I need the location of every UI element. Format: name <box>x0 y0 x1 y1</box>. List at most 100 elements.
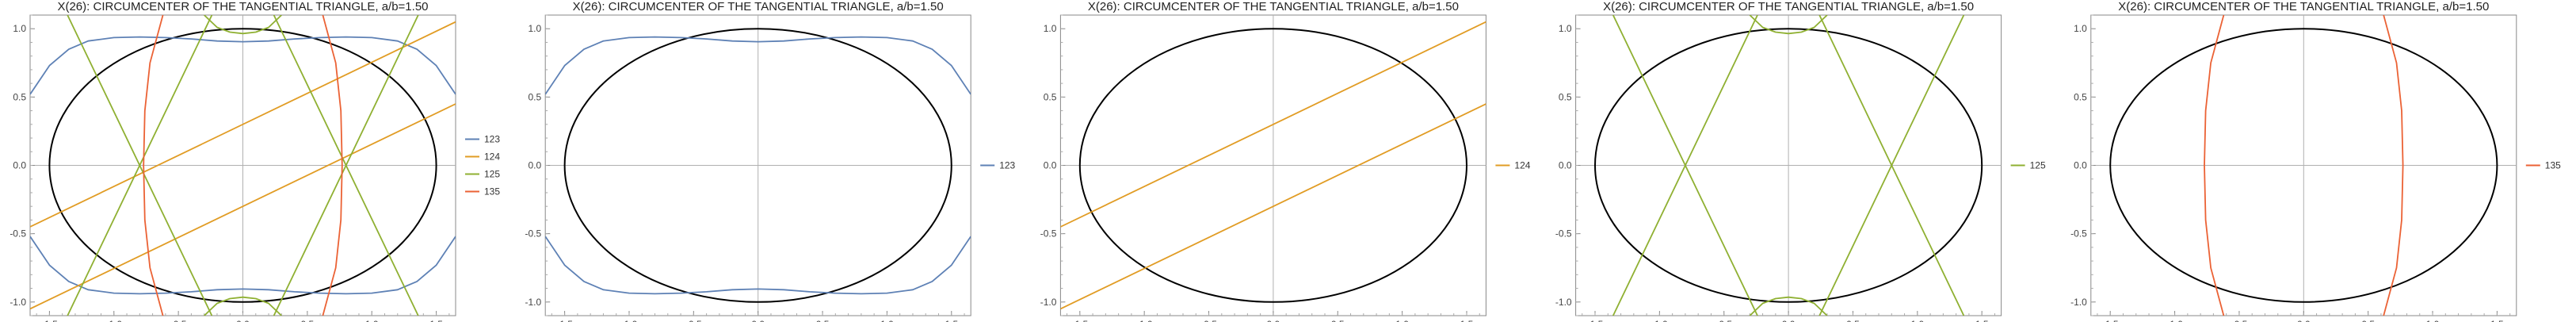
series-line-135 <box>143 15 164 316</box>
series-line-124 <box>30 103 456 310</box>
series-line-135 <box>322 15 343 316</box>
y-tick-label: 0.5 <box>1044 91 1057 102</box>
series-line-125 <box>1749 15 1828 35</box>
chart-title: X(26): CIRCUMCENTER OF THE TANGENTIAL TR… <box>573 0 944 13</box>
x-tick-label: 1.0 <box>1910 319 1924 322</box>
chart-title: X(26): CIRCUMCENTER OF THE TANGENTIAL TR… <box>2118 0 2489 13</box>
x-tick-label: -0.5 <box>1715 319 1732 322</box>
reference-ellipse <box>2109 28 2498 303</box>
y-tick-label: 0.5 <box>2074 91 2087 102</box>
y-tick-label: 0.0 <box>13 160 26 171</box>
series-line-123 <box>30 36 456 95</box>
x-tick-label: 0.5 <box>2361 319 2375 322</box>
y-tick-label: 0.0 <box>2074 160 2087 171</box>
y-tick-label: 0.0 <box>1044 160 1057 171</box>
chart-panel-1: X(26): CIRCUMCENTER OF THE TANGENTIAL TR… <box>10 0 500 322</box>
series-line-135 <box>2204 15 2225 316</box>
series-line-123 <box>30 236 456 295</box>
series-line-125 <box>204 15 282 35</box>
x-tick-label: 1.5 <box>1460 319 1474 322</box>
y-tick-label: -1.0 <box>1040 297 1057 308</box>
chart-panel-5: X(26): CIRCUMCENTER OF THE TANGENTIAL TR… <box>2070 0 2561 322</box>
x-tick-label: -1.0 <box>1136 319 1153 322</box>
x-tick-label: 0.0 <box>1782 319 1796 322</box>
y-tick-label: -1.0 <box>2070 297 2087 308</box>
series-line-125 <box>204 296 282 316</box>
x-tick-label: 0.0 <box>2297 319 2311 322</box>
y-tick-label: -0.5 <box>525 228 542 240</box>
chart-panel-2: X(26): CIRCUMCENTER OF THE TANGENTIAL TR… <box>525 0 1016 322</box>
x-tick-label: 0.5 <box>301 319 315 322</box>
plot-area <box>1594 15 1983 316</box>
x-tick-label: -0.5 <box>685 319 702 322</box>
chart-panel-4: X(26): CIRCUMCENTER OF THE TANGENTIAL TR… <box>1555 0 2046 322</box>
series-line-124 <box>30 21 456 228</box>
x-tick-label: 0.0 <box>236 319 250 322</box>
x-tick-label: 1.0 <box>1395 319 1409 322</box>
reference-ellipse <box>1078 28 1467 303</box>
x-tick-label: 1.5 <box>429 319 443 322</box>
y-tick-label: 0.0 <box>529 160 542 171</box>
chart-title: X(26): CIRCUMCENTER OF THE TANGENTIAL TR… <box>57 0 428 13</box>
x-tick-label: 1.5 <box>2490 319 2504 322</box>
legend-label: 124 <box>1514 160 1530 171</box>
legend-label: 135 <box>484 186 500 197</box>
x-tick-label: 0.5 <box>1846 319 1860 322</box>
y-tick-label: 1.0 <box>1559 23 1572 34</box>
x-tick-label: 1.5 <box>1975 319 1989 322</box>
legend-label: 135 <box>2545 160 2561 171</box>
series-line-125 <box>1749 296 1828 316</box>
plot-area <box>2109 15 2498 316</box>
x-tick-label: 0.0 <box>1267 319 1280 322</box>
legend-label: 123 <box>484 134 500 145</box>
series-line-124 <box>1060 21 1486 228</box>
chart-panel-3: X(26): CIRCUMCENTER OF THE TANGENTIAL TR… <box>1040 0 1531 322</box>
series-line-123 <box>545 36 971 95</box>
chart-title: X(26): CIRCUMCENTER OF THE TANGENTIAL TR… <box>1088 0 1459 13</box>
y-tick-label: 0.0 <box>1559 160 1572 171</box>
series-line-125 <box>67 15 213 316</box>
series-line-124 <box>1060 103 1486 310</box>
plot-area <box>30 15 456 316</box>
reference-ellipse <box>563 28 952 303</box>
legend-label: 125 <box>2030 160 2046 171</box>
chart-title: X(26): CIRCUMCENTER OF THE TANGENTIAL TR… <box>1603 0 1974 13</box>
y-tick-label: -0.5 <box>10 228 26 240</box>
x-tick-label: 1.0 <box>880 319 894 322</box>
x-tick-label: -1.5 <box>1071 319 1088 322</box>
y-tick-label: 1.0 <box>2074 23 2087 34</box>
plot-area <box>545 28 971 303</box>
y-tick-label: -0.5 <box>1555 228 1572 240</box>
x-tick-label: -1.5 <box>41 319 58 322</box>
series-line-125 <box>1818 15 1965 316</box>
x-tick-label: 0.5 <box>816 319 830 322</box>
legend-label: 125 <box>484 169 500 180</box>
y-tick-label: 0.5 <box>13 91 26 102</box>
x-tick-label: 0.5 <box>1331 319 1345 322</box>
x-tick-label: -1.5 <box>556 319 573 322</box>
x-tick-label: -1.5 <box>2102 319 2119 322</box>
x-tick-label: -1.5 <box>1587 319 1604 322</box>
x-tick-label: 1.0 <box>365 319 379 322</box>
legend-label: 124 <box>484 151 500 163</box>
y-tick-label: -1.0 <box>525 297 542 308</box>
x-tick-label: -0.5 <box>170 319 187 322</box>
y-tick-label: 0.5 <box>529 91 542 102</box>
series-line-125 <box>273 15 419 316</box>
x-tick-label: 0.0 <box>751 319 765 322</box>
y-tick-label: -1.0 <box>1555 297 1572 308</box>
y-tick-label: 1.0 <box>13 23 26 34</box>
x-tick-label: -1.0 <box>2166 319 2183 322</box>
x-tick-label: -0.5 <box>1200 319 1217 322</box>
x-tick-label: -0.5 <box>2231 319 2248 322</box>
y-tick-label: 1.0 <box>529 23 542 34</box>
y-tick-label: -0.5 <box>1040 228 1057 240</box>
reference-ellipse <box>1594 28 1983 303</box>
plot-area <box>1060 21 1486 310</box>
y-tick-label: 1.0 <box>1044 23 1057 34</box>
series-line-125 <box>1612 15 1758 316</box>
y-tick-label: -1.0 <box>10 297 26 308</box>
series-line-123 <box>545 236 971 295</box>
x-tick-label: -1.0 <box>1651 319 1668 322</box>
